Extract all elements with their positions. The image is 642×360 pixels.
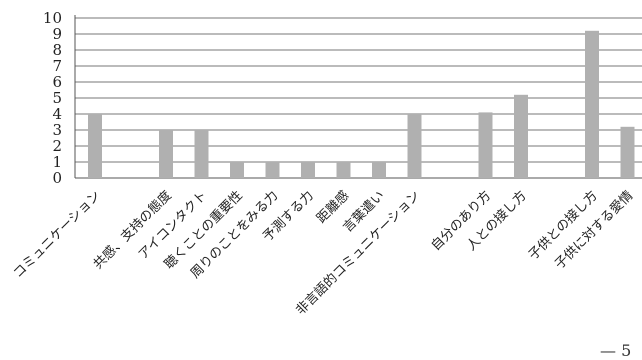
- bar: [478, 112, 493, 178]
- y-tick-label: 7: [52, 57, 62, 75]
- bar: [407, 114, 422, 178]
- bar: [336, 162, 351, 178]
- bars: [88, 30, 635, 178]
- y-tick-label: 0: [52, 169, 62, 187]
- y-tick-label: 4: [52, 105, 62, 123]
- page-number: — 5: [600, 341, 631, 360]
- bar: [159, 130, 173, 178]
- bar: [194, 130, 209, 178]
- y-tick-label: 8: [52, 41, 62, 59]
- bar: [265, 162, 280, 178]
- y-tick-label: 1: [52, 153, 62, 171]
- bar: [585, 30, 599, 178]
- bar: [514, 94, 528, 178]
- y-tick-label: 6: [52, 73, 62, 91]
- bar: [620, 126, 635, 178]
- x-tick-label: コミュニケーション: [11, 188, 104, 281]
- y-tick-label: 3: [52, 121, 62, 139]
- bar: [230, 162, 244, 178]
- bar: [88, 114, 102, 178]
- x-axis-labels: コミュニケーション共感、支持の態度アイコンタクト聴くことの重要性周りのことをみる…: [11, 188, 637, 319]
- bar: [372, 162, 386, 178]
- y-tick-label: 5: [52, 89, 62, 107]
- y-tick-label: 9: [52, 25, 62, 43]
- y-tick-label: 2: [52, 137, 62, 155]
- bar: [301, 162, 315, 178]
- y-tick-label: 10: [43, 9, 62, 27]
